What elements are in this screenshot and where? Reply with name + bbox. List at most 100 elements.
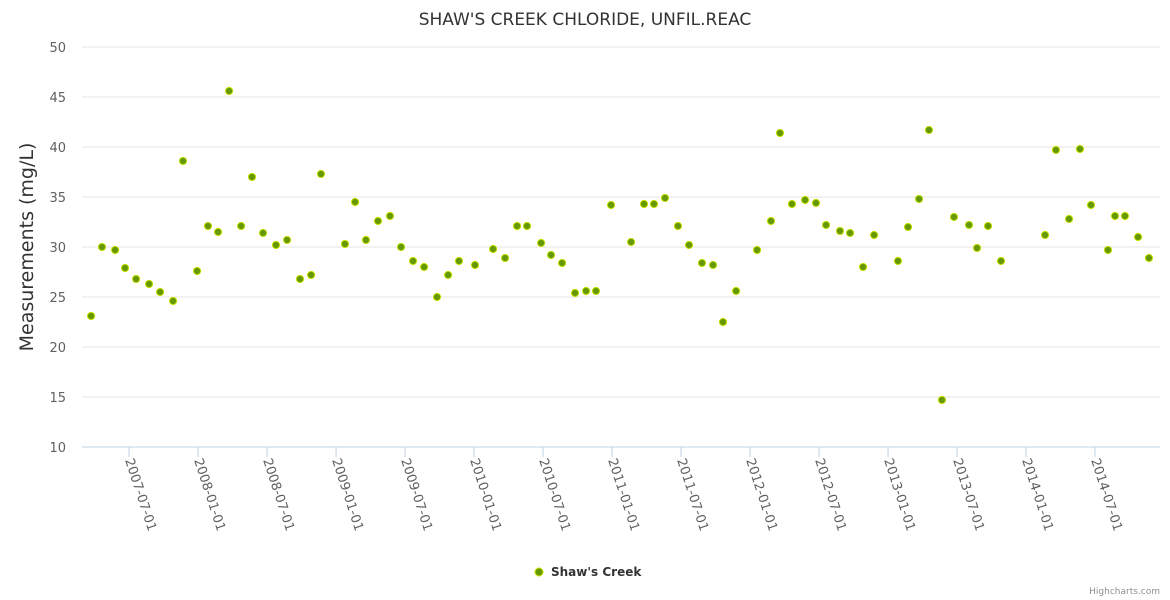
data-point[interactable] (811, 198, 821, 208)
credits-link[interactable]: Highcharts.com (1089, 587, 1160, 597)
data-point[interactable] (591, 286, 601, 296)
data-point[interactable] (120, 263, 130, 273)
data-point[interactable] (731, 286, 741, 296)
data-point[interactable] (419, 262, 429, 272)
data-point[interactable] (845, 228, 855, 238)
data-point[interactable] (1086, 200, 1096, 210)
y-axis-ticks: 10 15 20 25 30 35 40 45 50 (49, 41, 66, 456)
data-point[interactable] (893, 256, 903, 266)
data-point[interactable] (131, 274, 141, 284)
data-point[interactable] (673, 221, 683, 231)
data-point[interactable] (396, 242, 406, 252)
data-point[interactable] (1120, 211, 1130, 221)
data-point[interactable] (835, 226, 845, 236)
data-point[interactable] (316, 169, 326, 179)
data-point[interactable] (858, 262, 868, 272)
data-point[interactable] (1103, 245, 1113, 255)
data-point[interactable] (800, 195, 810, 205)
data-point[interactable] (203, 221, 213, 231)
y-tick-label: 15 (49, 391, 66, 406)
x-tick-label: 2014-07-01 (1087, 457, 1125, 533)
data-point[interactable] (787, 199, 797, 209)
x-tick-label: 2013-07-01 (949, 457, 987, 533)
data-point[interactable] (639, 199, 649, 209)
data-point[interactable] (752, 245, 762, 255)
data-point[interactable] (546, 250, 556, 260)
y-axis-label: Measurements (mg/L) (16, 143, 38, 352)
data-point[interactable] (766, 216, 776, 226)
x-tick-label: 2008-01-01 (190, 457, 228, 533)
data-point[interactable] (937, 395, 947, 405)
data-point[interactable] (258, 228, 268, 238)
data-point[interactable] (964, 220, 974, 230)
data-point[interactable] (87, 311, 96, 321)
data-point[interactable] (1064, 214, 1074, 224)
data-point[interactable] (557, 258, 567, 268)
data-point[interactable] (1144, 253, 1154, 263)
data-point[interactable] (626, 237, 636, 247)
data-point[interactable] (1110, 211, 1120, 221)
data-point[interactable] (340, 239, 350, 249)
data-point[interactable] (144, 279, 154, 289)
data-point[interactable] (178, 156, 188, 166)
data-point[interactable] (684, 240, 694, 250)
data-point[interactable] (156, 287, 165, 297)
data-point[interactable] (1075, 144, 1085, 154)
data-point[interactable] (606, 200, 616, 210)
data-point[interactable] (237, 221, 246, 231)
data-point[interactable] (972, 243, 982, 253)
data-point[interactable] (470, 260, 480, 270)
data-point[interactable] (385, 211, 395, 221)
data-point[interactable] (192, 266, 202, 276)
data-point[interactable] (97, 242, 107, 252)
data-point[interactable] (1133, 232, 1143, 242)
data-point[interactable] (649, 199, 659, 209)
data-point[interactable] (660, 193, 670, 203)
y-tick-label: 20 (49, 341, 66, 356)
data-point[interactable] (225, 86, 234, 96)
data-point[interactable] (903, 222, 913, 232)
legend-item[interactable]: Shaw's Creek (534, 565, 642, 579)
data-point[interactable] (271, 240, 281, 250)
data-point[interactable] (522, 221, 532, 231)
data-point[interactable] (454, 256, 464, 266)
chart-title: SHAW'S CREEK CHLORIDE, UNFIL.REAC (419, 10, 752, 30)
data-point[interactable] (983, 221, 993, 231)
data-point[interactable] (488, 244, 498, 254)
data-point[interactable] (361, 235, 371, 245)
data-point[interactable] (350, 197, 360, 207)
data-point[interactable] (949, 212, 959, 222)
data-point[interactable] (111, 245, 120, 255)
data-point[interactable] (708, 260, 718, 270)
data-point[interactable] (581, 286, 591, 296)
data-point[interactable] (718, 317, 728, 327)
data-point[interactable] (914, 194, 924, 204)
data-point[interactable] (282, 235, 292, 245)
data-point[interactable] (697, 258, 707, 268)
data-point[interactable] (295, 274, 305, 284)
data-point[interactable] (570, 288, 580, 298)
data-point[interactable] (1051, 145, 1061, 155)
data-point[interactable] (168, 296, 178, 306)
x-tick-label: 2010-01-01 (466, 457, 504, 533)
data-point[interactable] (213, 227, 223, 237)
data-point[interactable] (821, 220, 831, 230)
data-point[interactable] (775, 128, 785, 138)
data-point[interactable] (537, 238, 546, 248)
y-tick-label: 45 (49, 91, 66, 106)
data-point[interactable] (306, 270, 316, 280)
data-point[interactable] (512, 221, 522, 231)
data-point[interactable] (500, 253, 510, 263)
series-points (87, 86, 1154, 405)
data-point[interactable] (996, 256, 1006, 266)
data-point[interactable] (869, 230, 879, 240)
data-point[interactable] (443, 270, 453, 280)
x-tick-label: 2013-01-01 (880, 457, 918, 533)
x-tick-label: 2014-01-01 (1018, 457, 1056, 533)
data-point[interactable] (373, 216, 383, 226)
data-point[interactable] (432, 292, 442, 302)
data-point[interactable] (924, 125, 934, 135)
data-point[interactable] (408, 256, 418, 266)
data-point[interactable] (1040, 230, 1050, 240)
data-point[interactable] (247, 172, 257, 182)
